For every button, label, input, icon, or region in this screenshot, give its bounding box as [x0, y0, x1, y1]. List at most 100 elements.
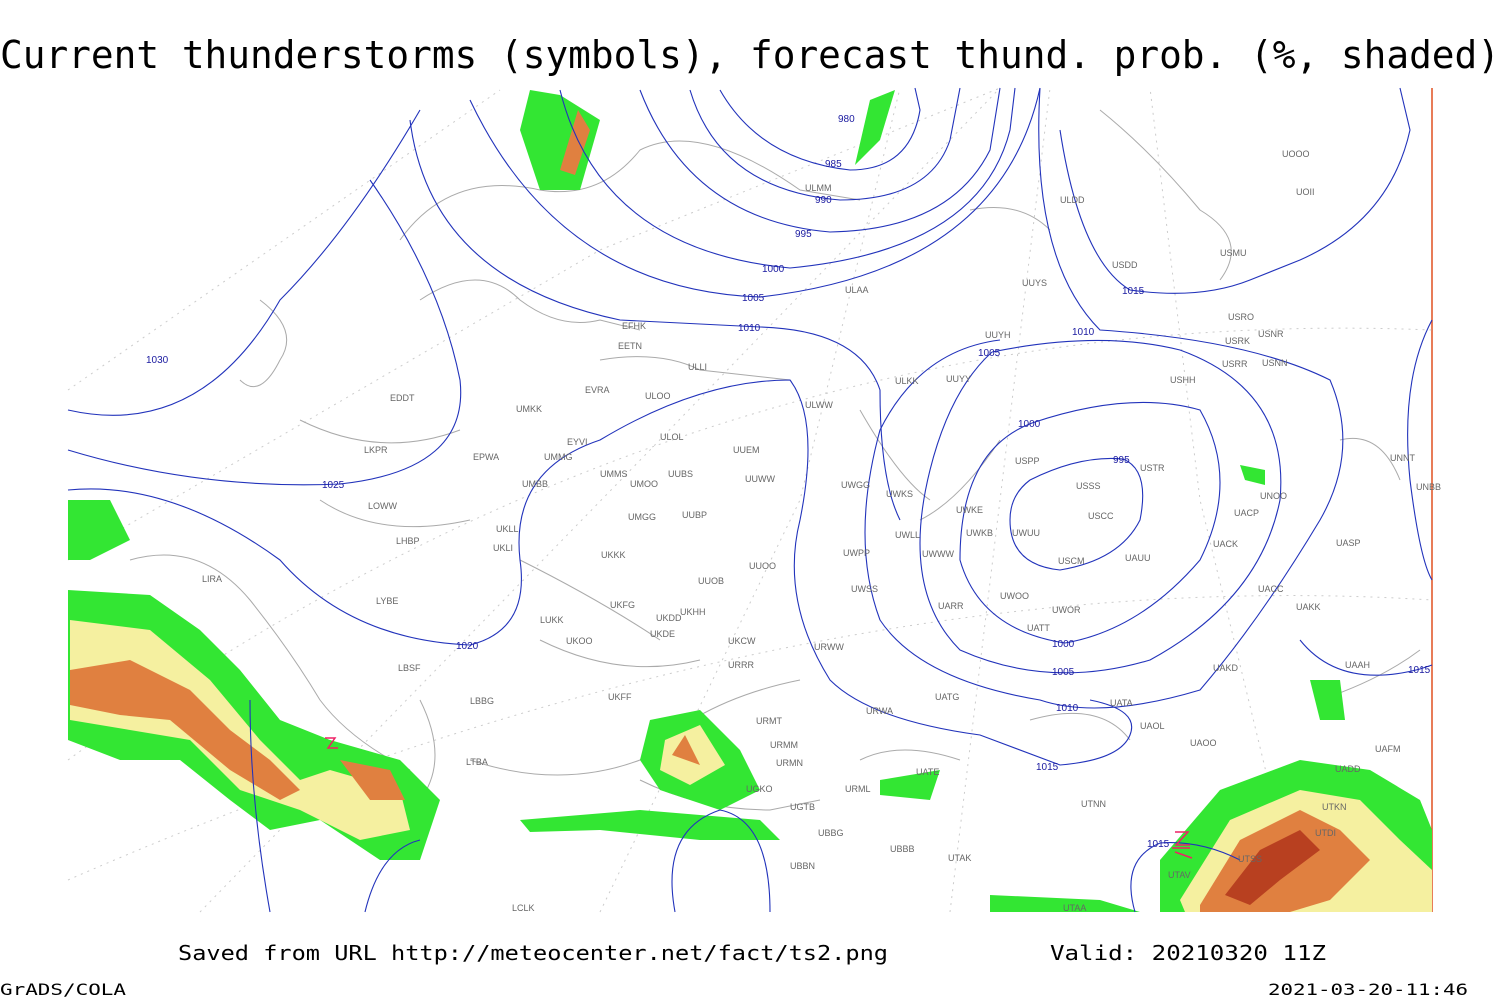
station-label: UBBN: [790, 861, 815, 871]
station-label: UKHH: [680, 607, 706, 617]
station-label: UMBB: [522, 479, 548, 489]
station-label: USRR: [1222, 359, 1248, 369]
isobar-label: 1010: [1056, 703, 1079, 714]
station-label: EFHK: [622, 321, 646, 331]
storm-symbols: [325, 737, 1193, 859]
station-label: UKOO: [566, 636, 593, 646]
station-label: UUOO: [749, 561, 776, 571]
station-label: URWW: [814, 642, 844, 652]
station-label: URML: [845, 784, 871, 794]
station-label: ULDD: [1060, 195, 1085, 205]
station-label: UWSS: [851, 584, 878, 594]
station-label: URWA: [866, 706, 893, 716]
isobar-label: 990: [815, 195, 832, 206]
station-label: UTNN: [1081, 799, 1106, 809]
station-label: UAKD: [1213, 663, 1239, 673]
station-label: USRK: [1225, 336, 1250, 346]
station-label: UACC: [1258, 584, 1284, 594]
isobar-label: 1015: [1122, 286, 1145, 297]
station-label: UWOR: [1052, 605, 1081, 615]
station-label: UWGG: [841, 480, 870, 490]
isobar-label: 1005: [1052, 667, 1075, 678]
station-label: USCM: [1058, 556, 1085, 566]
station-label: UUYH: [985, 330, 1011, 340]
station-label: LBSF: [398, 663, 421, 673]
station-label: URMT: [756, 716, 782, 726]
station-label: LOWW: [368, 501, 398, 511]
station-label: UATA: [1110, 698, 1133, 708]
station-label: UKKK: [601, 550, 626, 560]
station-label: USMU: [1220, 248, 1247, 258]
station-label: ULWW: [805, 400, 833, 410]
station-label: EVRA: [585, 385, 610, 395]
station-label: UKFF: [608, 692, 632, 702]
station-label: UKLL: [496, 524, 519, 534]
station-label: USHH: [1170, 375, 1196, 385]
station-label: UOII: [1296, 187, 1315, 197]
station-label: UWWW: [922, 549, 954, 559]
station-label: LCLK: [512, 903, 535, 913]
station-label: ULOL: [660, 432, 684, 442]
valid-time: Valid: 20210320 11Z: [1050, 941, 1326, 965]
station-label: UAAH: [1345, 660, 1370, 670]
station-label: UKLI: [493, 543, 513, 553]
isobar-labels: 980 985 990 995 1000 1005 1010 1030 1025 1020 1015…: [146, 114, 1431, 850]
isobar-label: 1015: [1036, 762, 1059, 773]
station-label: LUKK: [540, 615, 564, 625]
station-label: UUEM: [733, 445, 760, 455]
station-label: UADD: [1335, 764, 1361, 774]
station-label: LKPR: [364, 445, 388, 455]
station-label: USPP: [1015, 456, 1040, 466]
station-label: UWPP: [843, 548, 870, 558]
station-label: EPWA: [473, 452, 499, 462]
station-label: UUYS: [1022, 278, 1047, 288]
station-label: UACK: [1213, 539, 1238, 549]
station-label: UTSS: [1238, 854, 1262, 864]
station-label: USRO: [1228, 312, 1254, 322]
station-label: UKCW: [728, 636, 756, 646]
station-label: URMN: [776, 758, 803, 768]
station-label: EDDT: [390, 393, 415, 403]
title: Current thunderstorms (symbols), forecas…: [0, 33, 1500, 77]
isobars: [67, 87, 1433, 913]
station-label: UACP: [1234, 508, 1259, 518]
station-label: UNOO: [1260, 491, 1287, 501]
station-label: UUWW: [745, 474, 775, 484]
station-label: UWKB: [966, 528, 993, 538]
station-label: UMMG: [544, 452, 573, 462]
isobar-label: 1005: [978, 348, 1001, 359]
thunder-probability: [68, 90, 1432, 912]
station-label: UMGG: [628, 512, 656, 522]
timestamp: 2021-03-20-11:46: [1268, 980, 1468, 999]
station-label: LTBA: [466, 757, 488, 767]
station-label: LHBP: [396, 536, 420, 546]
station-label: UMMS: [600, 469, 628, 479]
station-label: URMM: [770, 740, 798, 750]
station-label: UTAA: [1063, 903, 1086, 913]
station-label: USDD: [1112, 260, 1138, 270]
station-label: UKFG: [610, 600, 635, 610]
isobar-label: 1000: [762, 264, 785, 275]
station-label: UOOO: [1282, 149, 1310, 159]
isobar-label: 985: [825, 159, 842, 170]
stations: EFHK EETN ULLI ULAA ULMM ULDD UUYS USDD USMU UOOO…: [202, 149, 1441, 913]
station-label: EETN: [618, 341, 642, 351]
isobar-label: 995: [795, 229, 812, 240]
station-label: UNBB: [1416, 482, 1441, 492]
station-label: UMKK: [516, 404, 542, 414]
station-label: UKDD: [656, 613, 682, 623]
station-label: LIRA: [202, 574, 222, 584]
station-label: LYBE: [376, 596, 398, 606]
station-label: UWKE: [956, 505, 983, 515]
station-label: UTDI: [1315, 828, 1336, 838]
station-label: UAKK: [1296, 602, 1321, 612]
station-label: UAUU: [1125, 553, 1151, 563]
isobar-label: 1000: [1018, 419, 1041, 430]
isobar-label: 1010: [1072, 327, 1095, 338]
isobar-label: 1010: [738, 323, 761, 334]
station-label: UBBB: [890, 844, 915, 854]
isobar-label: 1020: [456, 641, 479, 652]
station-label: USSS: [1076, 481, 1101, 491]
station-label: ULOO: [645, 391, 671, 401]
